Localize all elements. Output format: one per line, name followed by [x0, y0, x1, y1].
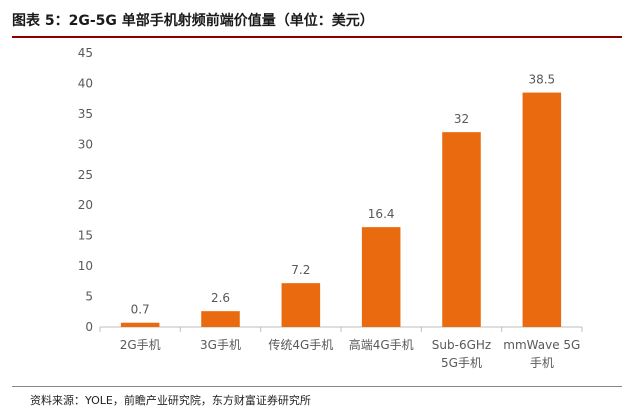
source-rule [12, 386, 622, 387]
y-tick-label: 40 [78, 76, 93, 90]
y-tick-label: 30 [78, 137, 93, 151]
bar [361, 227, 401, 327]
x-tick-label: 3G手机 [200, 338, 241, 352]
y-tick-label: 10 [78, 259, 93, 273]
y-tick-label: 5 [85, 290, 93, 304]
bar [522, 92, 562, 327]
y-tick-label: 25 [78, 168, 93, 182]
x-tick-label: 传统4G手机 [268, 337, 333, 352]
title-rule [12, 36, 622, 38]
bar [120, 322, 160, 327]
x-tick-label: 5G手机 [441, 356, 482, 370]
y-tick-label: 35 [78, 107, 93, 121]
x-tick-label: 手机 [530, 356, 554, 370]
value-label: 2.6 [211, 291, 230, 305]
y-tick-label: 0 [85, 320, 93, 334]
x-tick-label: mmWave 5G [503, 338, 580, 352]
x-tick-label: Sub-6GHz [432, 338, 491, 352]
x-tick-label: 高端4G手机 [349, 337, 414, 352]
value-label: 38.5 [528, 73, 555, 87]
x-tick-label: 2G手机 [120, 338, 161, 352]
value-label: 16.4 [368, 207, 395, 221]
figure-title: 图表 5：2G-5G 单部手机射频前端价值量（单位：美元） [12, 13, 374, 29]
bar-chart: 0 5 10 15 20 25 30 35 40 45 0.7 2G手机 2.6 3G手机 7.2 传统4G手… [78, 46, 583, 370]
y-tick-label: 15 [78, 229, 93, 243]
bar [442, 132, 481, 327]
bar [201, 311, 240, 327]
value-label: 7.2 [291, 263, 310, 277]
source-note: 资料来源：YOLE，前瞻产业研究院，东方财富证券研究所 [30, 394, 311, 407]
y-tick-label: 20 [78, 198, 93, 212]
value-label: 32 [454, 112, 469, 126]
bar [281, 283, 321, 327]
value-label: 0.7 [131, 303, 150, 317]
y-tick-label: 45 [78, 46, 93, 60]
